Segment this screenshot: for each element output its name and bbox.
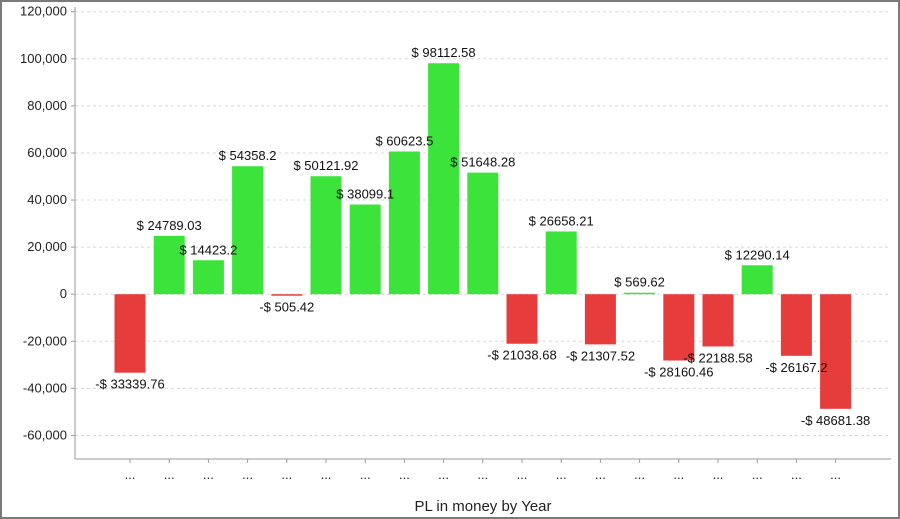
x-tick-label: ... (556, 467, 567, 482)
x-tick-label: ... (281, 467, 292, 482)
bar (114, 294, 146, 373)
x-tick-label: ... (477, 467, 488, 482)
x-tick-label: ... (634, 467, 645, 482)
bar (349, 204, 381, 295)
bar (192, 260, 224, 295)
data-label: $ 60623.5 (375, 133, 433, 148)
x-tick-label: ... (713, 467, 724, 482)
bar (232, 166, 264, 295)
x-tick-label: ... (517, 467, 528, 482)
x-tick-label: ... (360, 467, 371, 482)
data-label: $ 54358.2 (219, 148, 277, 163)
bar (467, 172, 499, 295)
data-label: $ 14423.2 (179, 242, 237, 257)
data-label: -$ 26167.2 (765, 360, 827, 375)
y-tick-label: 120,000 (20, 4, 67, 19)
x-tick-label: ... (164, 467, 175, 482)
data-label: -$ 21038.68 (487, 348, 556, 363)
x-tick-label: ... (438, 467, 449, 482)
x-tick-label: ... (595, 467, 606, 482)
data-label: $ 569.62 (614, 275, 665, 290)
x-tick-label: ... (399, 467, 410, 482)
data-label: $ 26658.21 (529, 213, 594, 228)
bar (741, 265, 773, 295)
x-tick-label: ... (242, 467, 253, 482)
y-tick-label: 40,000 (27, 192, 67, 207)
bar (820, 294, 852, 409)
y-tick-label: 0 (60, 286, 67, 301)
x-tick-label: ... (321, 467, 332, 482)
data-label-layer: -$ 33339.76 $ 24789.03 $ 14423.2 $ 54358.2 -… (95, 45, 870, 428)
y-tick-label: -60,000 (23, 427, 67, 442)
x-tick-label: ... (791, 467, 802, 482)
x-axis-title: PL in money by Year (414, 498, 551, 515)
data-label: $ 98112.58 (412, 45, 476, 60)
bar (780, 294, 812, 356)
bar (310, 176, 342, 295)
bar (545, 231, 577, 295)
bar (584, 294, 616, 345)
bar (506, 294, 538, 344)
x-tick-label: ... (673, 467, 684, 482)
data-label: -$ 22188.58 (683, 350, 752, 365)
y-tick-label: 20,000 (27, 239, 67, 254)
data-label: $ 12290.14 (725, 247, 790, 262)
bar (624, 292, 656, 295)
x-tick-layer: ........................................… (125, 459, 841, 482)
x-tick-label: ... (203, 467, 214, 482)
bar-layer (114, 63, 852, 409)
data-label: -$ 48681.38 (801, 413, 870, 428)
x-tick-label: ... (125, 467, 136, 482)
data-label: -$ 28160.46 (644, 365, 713, 380)
data-label: $ 38099.1 (336, 187, 394, 202)
y-tick-label: 100,000 (20, 51, 67, 66)
x-tick-label: ... (752, 467, 763, 482)
bar (271, 294, 303, 296)
y-tick-label: 60,000 (27, 145, 67, 160)
x-tick-label: ... (830, 467, 841, 482)
data-label: $ 51648.28 (450, 155, 515, 170)
bar (388, 151, 420, 295)
data-label: -$ 505.42 (259, 300, 314, 315)
data-label: -$ 33339.76 (95, 377, 164, 392)
bar (663, 294, 695, 361)
bar (428, 63, 460, 295)
y-tick-label: -20,000 (23, 333, 67, 348)
data-label: $ 50121.92 (293, 158, 358, 173)
y-tick-label: -40,000 (23, 380, 67, 395)
bar (702, 294, 734, 347)
y-tick-label: 80,000 (27, 98, 67, 113)
bar (153, 235, 185, 295)
data-label: -$ 21307.52 (566, 348, 635, 363)
data-label: $ 24789.03 (137, 218, 202, 233)
